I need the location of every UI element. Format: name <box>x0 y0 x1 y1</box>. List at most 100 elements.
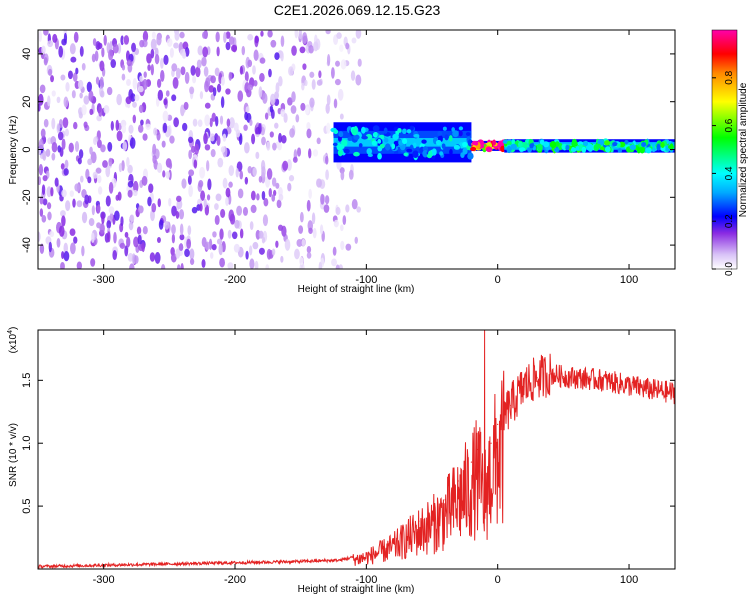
spectrogram-blob <box>88 90 94 102</box>
spectrogram-blob <box>197 45 203 56</box>
spectrogram-blob <box>266 141 271 151</box>
spectrogram-blob <box>330 67 335 79</box>
spectrogram-blob <box>244 176 249 185</box>
spectrogram-blob <box>226 118 231 128</box>
spectrogram-blob <box>379 143 385 149</box>
spectrogram-blob <box>198 179 204 188</box>
spectrogram-blob <box>92 171 98 179</box>
spectrogram-blob <box>171 224 176 235</box>
spectrogram-blob <box>287 97 293 106</box>
snr-data-point <box>457 480 459 482</box>
spectrogram-blob <box>216 83 222 93</box>
spectrogram-blob <box>336 142 342 151</box>
spectrogram-blob <box>204 114 211 127</box>
snr-x-axis-label: Height of straight line (km) <box>298 584 415 595</box>
spectrogram-blob <box>138 124 144 133</box>
spectrogram-blob <box>175 195 182 202</box>
spectrogram-blob <box>554 147 560 153</box>
spectrogram-blob <box>171 205 177 217</box>
spectrogram-blob <box>39 196 44 205</box>
spectrogram-blob <box>383 137 389 143</box>
spectrogram-blob <box>114 210 120 221</box>
snr-data-point <box>483 474 486 476</box>
spectrogram-blob <box>549 140 557 149</box>
spectrogram-blob <box>278 132 282 144</box>
spectrogram-blob <box>209 133 215 142</box>
spectrogram-blob <box>351 128 358 136</box>
y-tick-label: -40 <box>21 237 33 253</box>
snr-data-point <box>497 423 499 425</box>
x-tick-label: 100 <box>620 274 638 286</box>
spectrogram-blob <box>73 236 78 244</box>
spectrogram-blob <box>301 238 306 247</box>
spectrogram-blob <box>336 32 342 40</box>
spectrogram-blob <box>142 78 148 90</box>
spectrogram-blob <box>371 140 377 146</box>
spectrogram-blob <box>76 261 83 269</box>
spectrogram-blob <box>203 198 207 208</box>
spectrogram-blob <box>262 92 268 104</box>
spectrogram-blob <box>64 128 69 137</box>
spectrogram-blob <box>139 39 145 48</box>
spectrogram-blob <box>133 236 139 248</box>
spectrogram-blob <box>275 82 280 94</box>
spectrogram-blob <box>249 221 254 230</box>
spectrogram-blob <box>38 176 42 186</box>
spectrogram-blob <box>278 76 283 87</box>
spectrogram-blob <box>196 59 202 69</box>
spectrogram-blob <box>77 79 84 90</box>
spectrogram-blob <box>38 103 41 112</box>
spectrogram-blob <box>214 203 219 211</box>
spectrogram-blob <box>61 189 67 198</box>
spectrogram-blob <box>100 90 105 98</box>
spectrogram-blob <box>249 119 253 126</box>
spectrogram-blob <box>204 80 209 93</box>
spectrogram-blob <box>335 264 340 269</box>
spectrogram-blob <box>160 57 164 69</box>
spectrogram-blob <box>56 237 61 248</box>
spectrogram-blob <box>139 75 144 82</box>
spectrogram-blob <box>38 30 42 43</box>
spectrogram-blob <box>383 127 388 134</box>
spectrogram-blob <box>152 154 157 164</box>
snr-data-point <box>392 540 394 542</box>
spectrogram-blob <box>101 47 105 58</box>
spectrogram-blob <box>439 151 444 156</box>
spectrogram-y-axis-label: Frequency (Hz) <box>8 116 19 185</box>
spectrogram-blob <box>174 30 180 41</box>
spectrogram-blob <box>69 43 76 55</box>
spectrogram-blob <box>216 135 221 146</box>
spectrogram-blob <box>249 258 255 269</box>
spectrogram-blob <box>153 127 158 136</box>
spectrogram-blob <box>316 137 321 145</box>
spectrogram-blob <box>162 122 168 134</box>
spectrogram-blob <box>39 84 46 94</box>
spectrogram-blob <box>61 38 67 46</box>
spectrogram-blob <box>305 106 310 115</box>
spectrogram-blob <box>258 230 264 239</box>
spectrogram-blob <box>318 261 323 269</box>
spectrogram-blob <box>163 54 169 66</box>
spectrogram-blob <box>247 33 254 41</box>
spectrogram-blob <box>96 222 102 229</box>
spectrogram-blob <box>211 243 217 251</box>
colorbar-tick-label: 0.6 <box>724 118 735 132</box>
spectrogram-blob <box>101 212 105 225</box>
spectrogram-blob <box>422 150 429 158</box>
spectrogram-blob <box>222 177 228 189</box>
spectrogram-blob <box>121 160 125 172</box>
x-tick-label: 0 <box>495 274 501 286</box>
spectrogram-blob <box>355 30 362 39</box>
spectrogram-blob <box>188 169 195 177</box>
spectrogram-blob <box>537 143 543 152</box>
spectrogram-blob <box>156 34 162 46</box>
colorbar-tick-label: 0.0 <box>724 262 735 276</box>
spectrogram-blob <box>79 92 83 99</box>
spectrogram-blob <box>41 214 47 223</box>
spectrogram-blob <box>112 250 118 261</box>
spectrogram-blob <box>201 259 206 268</box>
spectrogram-blob <box>291 91 296 103</box>
spectrogram-blob <box>126 59 133 67</box>
spectrogram-blob <box>134 255 139 264</box>
spectrogram-blob <box>126 236 131 248</box>
